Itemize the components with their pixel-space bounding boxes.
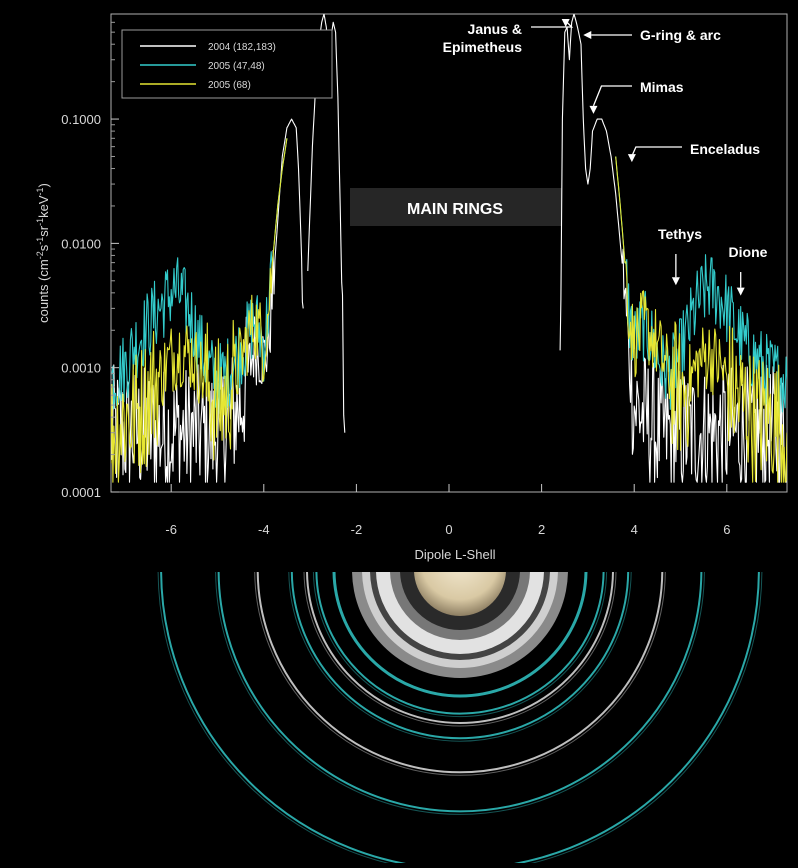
y-axis-label-suffix: ) — [36, 183, 51, 187]
annotation-layer: Janus & Epimetheus G-ring & arc Mimas Encela… — [443, 19, 768, 296]
annotation-janus-line-2: Epimetheus — [443, 39, 523, 55]
orbit-ring-2 — [306, 572, 614, 724]
y-axis-label-exp2: -1 — [35, 237, 45, 245]
x-tick-label-1: -4 — [258, 522, 270, 537]
orbit-ring-inner-teal — [332, 572, 588, 698]
saturn — [352, 572, 568, 678]
y-tick-label-1: 0.0010 — [61, 361, 101, 376]
annotation-enceladus-line-1: Enceladus — [690, 141, 760, 157]
annotation-arrowhead-enceladus — [627, 154, 636, 163]
annotation-arrowhead-gring — [583, 31, 592, 39]
orbit-ring-4-outer — [254, 572, 666, 776]
x-axis-label: Dipole L-Shell — [415, 547, 496, 562]
series-2-segment-1 — [111, 138, 288, 414]
legend-label-3: 2005 (68) — [208, 80, 251, 91]
annotation-gring-line-1: G-ring & arc — [640, 27, 721, 43]
y-axis-label-kev: keV — [36, 195, 51, 218]
x-tick-label-2: -2 — [351, 522, 363, 537]
orbit-ring-4 — [256, 572, 664, 774]
orbit-layer — [157, 572, 763, 863]
y-tick-label-0: 0.0001 — [61, 485, 101, 500]
main-rings-band — [350, 188, 562, 226]
x-tick-label-6: 6 — [723, 522, 730, 537]
y-tick-label-2: 0.0100 — [61, 236, 101, 251]
annotation-janus-line-1: Janus & — [468, 21, 522, 37]
y-tick-label-3: 0.1000 — [61, 112, 101, 127]
annotation-arrowhead-mimas — [589, 105, 598, 114]
orbit-ring-1 — [315, 572, 605, 715]
orbit-ring-2-outer — [303, 572, 617, 727]
y-axis-label: counts (cm-2s-1sr-1keV-1) — [35, 183, 51, 323]
x-tick-label-4: 2 — [538, 522, 545, 537]
x-tick-label-5: 4 — [631, 522, 638, 537]
annotation-leader-enceladus — [631, 146, 682, 157]
y-axis-label-sr: sr — [36, 225, 51, 237]
annotation-mimas-line-1: Mimas — [640, 79, 684, 95]
y-axis-label-exp4: -1 — [35, 187, 45, 195]
ring-diagram — [0, 572, 798, 863]
series-3-segment-2 — [615, 156, 787, 483]
x-tick-label-3: 0 — [445, 522, 452, 537]
series-1-segment-2 — [307, 14, 346, 433]
legend: 2004 (182,183) 2005 (47,48) 2005 (68) — [121, 29, 333, 99]
legend-box — [121, 29, 333, 99]
annotation-tethys-line-1: Tethys — [658, 226, 702, 242]
series-layer — [111, 14, 787, 483]
y-axis-label-exp3: -1 — [35, 218, 45, 226]
legend-label-2: 2005 (47,48) — [208, 61, 265, 72]
legend-label-1: 2004 (182,183) — [208, 42, 276, 53]
orbit-ring-5 — [217, 572, 703, 813]
y-axis-label-prefix: counts (cm — [36, 259, 51, 323]
y-axis-label-exp1: -2 — [35, 251, 45, 259]
main-rings-label: MAIN RINGS — [407, 201, 503, 218]
orbit-ring-3 — [290, 572, 630, 740]
orbit-ring-3-outer — [288, 572, 632, 742]
series-3-segment-1 — [111, 138, 288, 483]
saturn-planet — [414, 572, 506, 616]
axis-layer: -6 -4 -2 0 2 4 6 0.0001 0.0010 0.0100 0.1000 — [61, 21, 730, 537]
annotation-arrowhead-tethys — [671, 277, 680, 286]
orbit-ring-1-outer — [312, 572, 608, 718]
x-tick-label-0: -6 — [165, 522, 177, 537]
legend-items: 2004 (182,183) 2005 (47,48) 2005 (68) — [140, 42, 276, 91]
annotation-arrowhead-dione — [736, 287, 745, 296]
annotation-dione-line-1: Dione — [729, 244, 768, 260]
y-axis-label-s: s — [36, 244, 51, 251]
orbit-ring-5-outer — [215, 572, 705, 815]
annotation-leader-mimas — [592, 85, 632, 107]
annotation-arrowhead-janus — [561, 19, 570, 28]
